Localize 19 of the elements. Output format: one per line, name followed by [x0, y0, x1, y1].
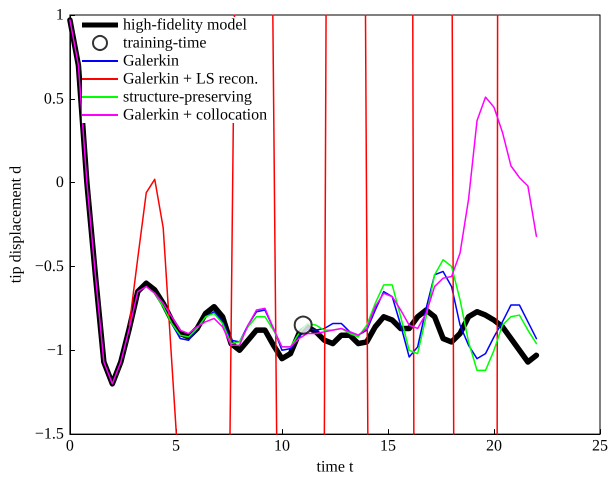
y-tick-label: 0: [56, 174, 64, 192]
legend-label: Galerkin + collocation: [123, 106, 268, 124]
legend-label: high-fidelity model: [123, 16, 248, 34]
y-tick-label: −1: [46, 342, 64, 359]
legend-label: structure-preserving: [123, 88, 252, 106]
y-axis-title: tip displacement d: [8, 166, 24, 284]
x-tick-label: 15: [380, 438, 396, 455]
x-tick-label: 25: [592, 438, 608, 455]
legend-label: Galerkin: [123, 52, 179, 70]
x-tick-label: 10: [274, 438, 290, 455]
y-tick-label: 0.5: [44, 90, 64, 108]
y-tick-label: −1.5: [34, 426, 64, 443]
x-tick-label: 20: [486, 438, 502, 455]
legend-label: Galerkin + LS recon.: [123, 70, 258, 88]
y-tick-label: −0.5: [34, 258, 64, 275]
y-tick-label: 1: [56, 6, 64, 24]
legend-label: training-time: [123, 34, 207, 52]
x-tick-label: 5: [172, 438, 180, 455]
x-axis-title: time t: [316, 458, 354, 476]
